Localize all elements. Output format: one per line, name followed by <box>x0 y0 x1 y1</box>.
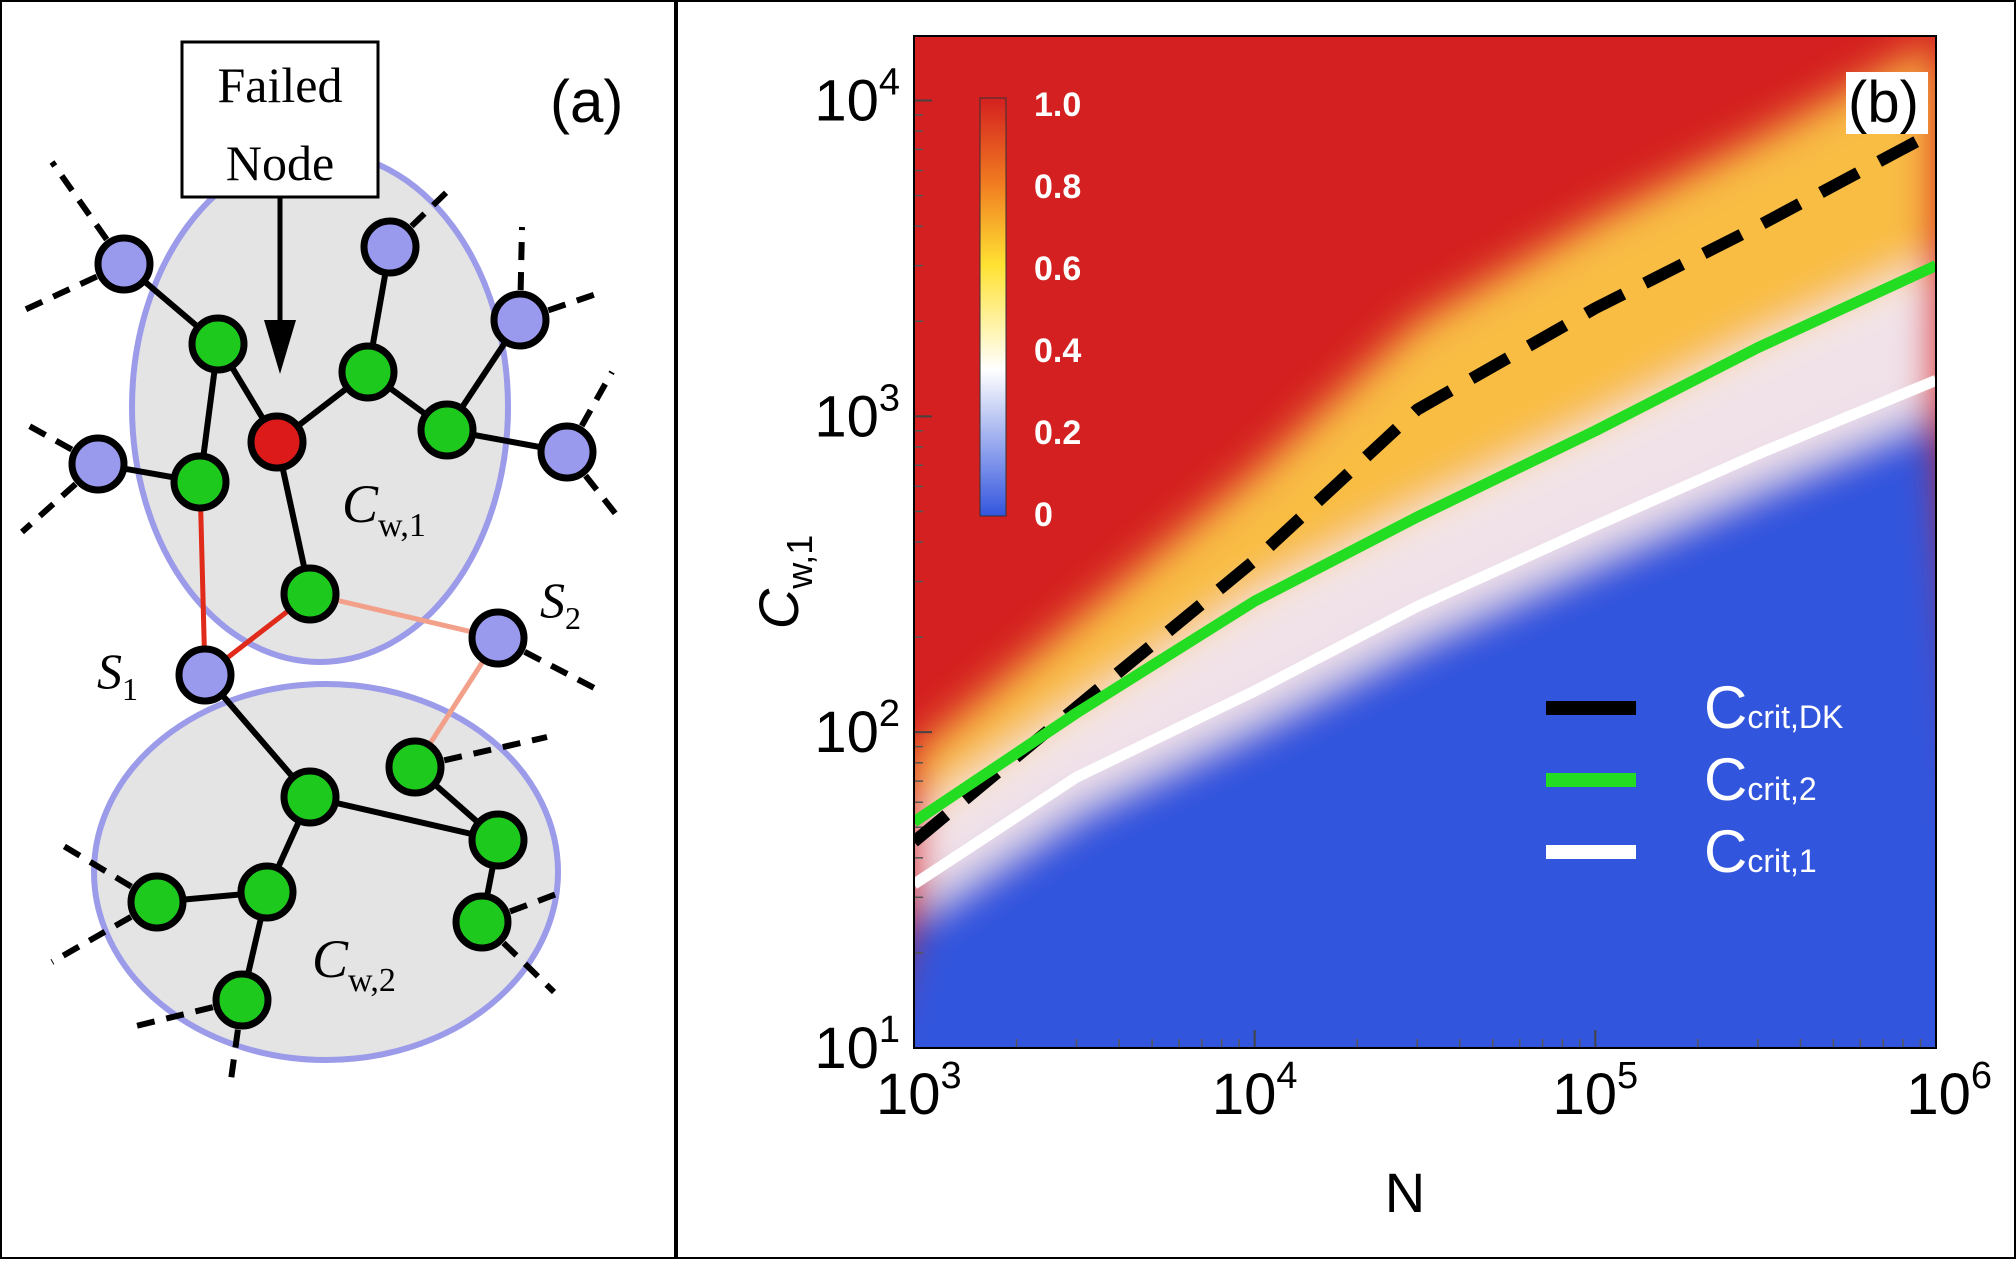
node-green <box>212 970 272 1030</box>
y-tick-label: 102 <box>814 693 900 765</box>
panel-b-label-group: (b) <box>1846 70 1928 135</box>
legend-label: Ccrit,DK <box>1704 674 1843 741</box>
legend-label: Ccrit,1 <box>1704 818 1817 885</box>
legend-label: Ccrit,2 <box>1704 746 1817 813</box>
cluster-2-ellipse <box>91 681 561 1063</box>
node-green <box>127 872 187 932</box>
node-green <box>237 862 297 922</box>
panel-a-label: (a) <box>550 68 623 135</box>
x-tick-label: 104 <box>1212 1055 1298 1127</box>
network-diagram: Failed Node (a) <box>18 40 625 1088</box>
node-green <box>280 767 340 827</box>
node-blue <box>537 422 597 482</box>
node-red-failed <box>247 412 307 472</box>
node-blue-s1 <box>175 645 235 705</box>
node-blue <box>68 434 128 494</box>
panel-b: 1.0 0.8 0.6 0.4 0.2 0 103 104 105 106 101 102 103 10… <box>676 0 2016 1259</box>
failed-node-text-line1: Failed <box>218 57 343 113</box>
failed-node-box <box>180 40 380 199</box>
colorbar-tick-label: 1.0 <box>1034 86 1081 124</box>
axis-labels: 103 104 105 106 101 102 103 104 N Cw,1 <box>747 61 1992 1224</box>
failed-node-label: Failed Node <box>180 40 380 374</box>
x-tick-label: 103 <box>876 1055 962 1127</box>
colorbar-tick-label: 0.4 <box>1034 332 1081 370</box>
heatmap-chart: 1.00.80.60.40.20 103 104 105 10610110210310… <box>747 35 1992 1224</box>
failed-node-arrowhead <box>264 320 296 374</box>
panel-b-label-bg <box>1846 72 1928 134</box>
node-green <box>338 342 398 402</box>
node-blue <box>360 217 420 277</box>
colorbar-tick-label: 0 <box>1034 496 1053 534</box>
x-tick-label: 106 <box>1906 1055 1992 1127</box>
panel-b-label: (b) <box>1848 70 1919 135</box>
cluster-2-label: Cw,2 <box>312 929 396 999</box>
node-green <box>468 810 528 870</box>
failed-node-text-line2: Node <box>226 135 334 191</box>
node-green <box>188 314 248 374</box>
x-axis-label: N <box>1385 1161 1425 1224</box>
colorbar: 1.0 0.8 0.6 0.4 0.2 0 <box>979 86 1081 534</box>
heatmap-white-band <box>914 258 1936 924</box>
heatmap-low-region <box>914 410 1936 1048</box>
y-tick-label: 104 <box>814 61 900 133</box>
node-blue <box>490 290 550 350</box>
s2-label: S2 <box>540 572 581 636</box>
nodes <box>68 217 597 1030</box>
node-blue-s2 <box>468 608 528 668</box>
s1-label: S1 <box>97 643 138 707</box>
panel-a: Failed Node (a) <box>0 0 676 1259</box>
heatmap-transition-band <box>914 43 1936 837</box>
y-tick-label: 101 <box>814 1009 900 1081</box>
node-blue <box>94 234 154 294</box>
series-line-crit-2 <box>914 260 1936 827</box>
colorbar-tick-label: 0.8 <box>1034 168 1081 206</box>
plot-frame <box>913 35 1937 1049</box>
node-green <box>280 564 340 624</box>
cluster-1-label: Cw,1 <box>342 474 426 544</box>
plot-background <box>914 36 1936 1048</box>
colorbar-tick-label: 0.6 <box>1034 250 1081 288</box>
y-tick-label: 103 <box>814 377 900 449</box>
series-line-crit-1 <box>914 375 1936 889</box>
node-green <box>385 737 445 797</box>
node-green <box>452 892 512 952</box>
series-layer <box>914 125 1936 889</box>
colorbar-gradient <box>979 97 1007 517</box>
x-tick-label: 105 <box>1553 1055 1639 1127</box>
node-green <box>417 400 477 460</box>
node-green <box>170 452 230 512</box>
colorbar-tick-label: 0.2 <box>1034 414 1081 452</box>
y-axis-label: Cw,1 <box>747 535 820 630</box>
